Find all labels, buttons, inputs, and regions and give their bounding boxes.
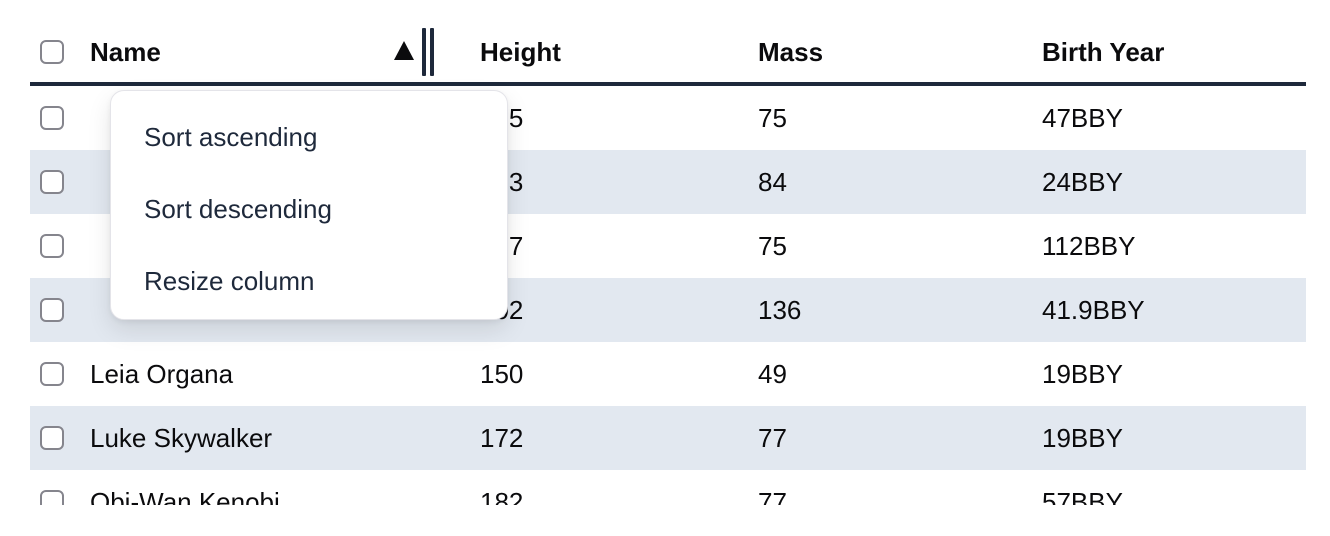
row-checkbox[interactable] — [40, 106, 64, 130]
cell-mass: 77 — [758, 487, 787, 505]
table-row: Luke Skywalker 172 77 19BBY — [30, 406, 1306, 470]
column-header-height[interactable]: Height — [480, 37, 561, 67]
column-resize-handle[interactable] — [422, 28, 435, 76]
row-checkbox[interactable] — [40, 234, 64, 258]
select-all-checkbox[interactable] — [40, 40, 64, 64]
cell-birth-year: 112BBY — [1042, 231, 1136, 261]
row-checkbox[interactable] — [40, 170, 64, 194]
sort-ascending-icon — [394, 41, 414, 60]
cell-birth-year: 19BBY — [1042, 423, 1123, 453]
cell-mass: 49 — [758, 359, 787, 389]
cell-name: Leia Organa — [90, 359, 234, 389]
cell-mass: 75 — [758, 103, 787, 133]
column-header-birth-year[interactable]: Birth Year — [1042, 37, 1165, 67]
cell-birth-year: 19BBY — [1042, 359, 1123, 389]
menu-item-resize-column[interactable]: Resize column — [144, 266, 315, 296]
cell-mass: 75 — [758, 231, 787, 261]
table-row: Obi-Wan Kenobi 182 77 57BBY — [30, 470, 1306, 505]
cell-birth-year: 41.9BBY — [1042, 295, 1145, 325]
column-header-mass[interactable]: Mass — [758, 37, 824, 67]
cell-mass: 136 — [758, 295, 802, 325]
menu-item-sort-ascending[interactable]: Sort ascending — [144, 122, 318, 152]
data-table: Name Height Mass Birth Year 165 75 47BBY… — [30, 0, 1306, 505]
row-checkbox[interactable] — [40, 362, 64, 386]
cell-name: Luke Skywalker — [90, 423, 273, 453]
cell-height: 172 — [480, 423, 524, 453]
cell-mass: 84 — [758, 167, 787, 197]
column-context-menu: Sort ascending Sort descending Resize co… — [110, 90, 508, 320]
cell-mass: 77 — [758, 423, 787, 453]
cell-name: Obi-Wan Kenobi — [90, 487, 280, 505]
row-checkbox[interactable] — [40, 490, 64, 505]
cell-height: 182 — [480, 487, 524, 505]
column-header-name[interactable]: Name — [90, 37, 161, 67]
cell-birth-year: 24BBY — [1042, 167, 1123, 197]
row-checkbox[interactable] — [40, 298, 64, 322]
cell-birth-year: 47BBY — [1042, 103, 1123, 133]
menu-item-sort-descending[interactable]: Sort descending — [144, 194, 332, 224]
row-checkbox[interactable] — [40, 426, 64, 450]
table-row: Leia Organa 150 49 19BBY — [30, 342, 1306, 406]
cell-height: 150 — [480, 359, 524, 389]
cell-birth-year: 57BBY — [1042, 487, 1123, 505]
table-header-row: Name Height Mass Birth Year — [30, 0, 1306, 86]
